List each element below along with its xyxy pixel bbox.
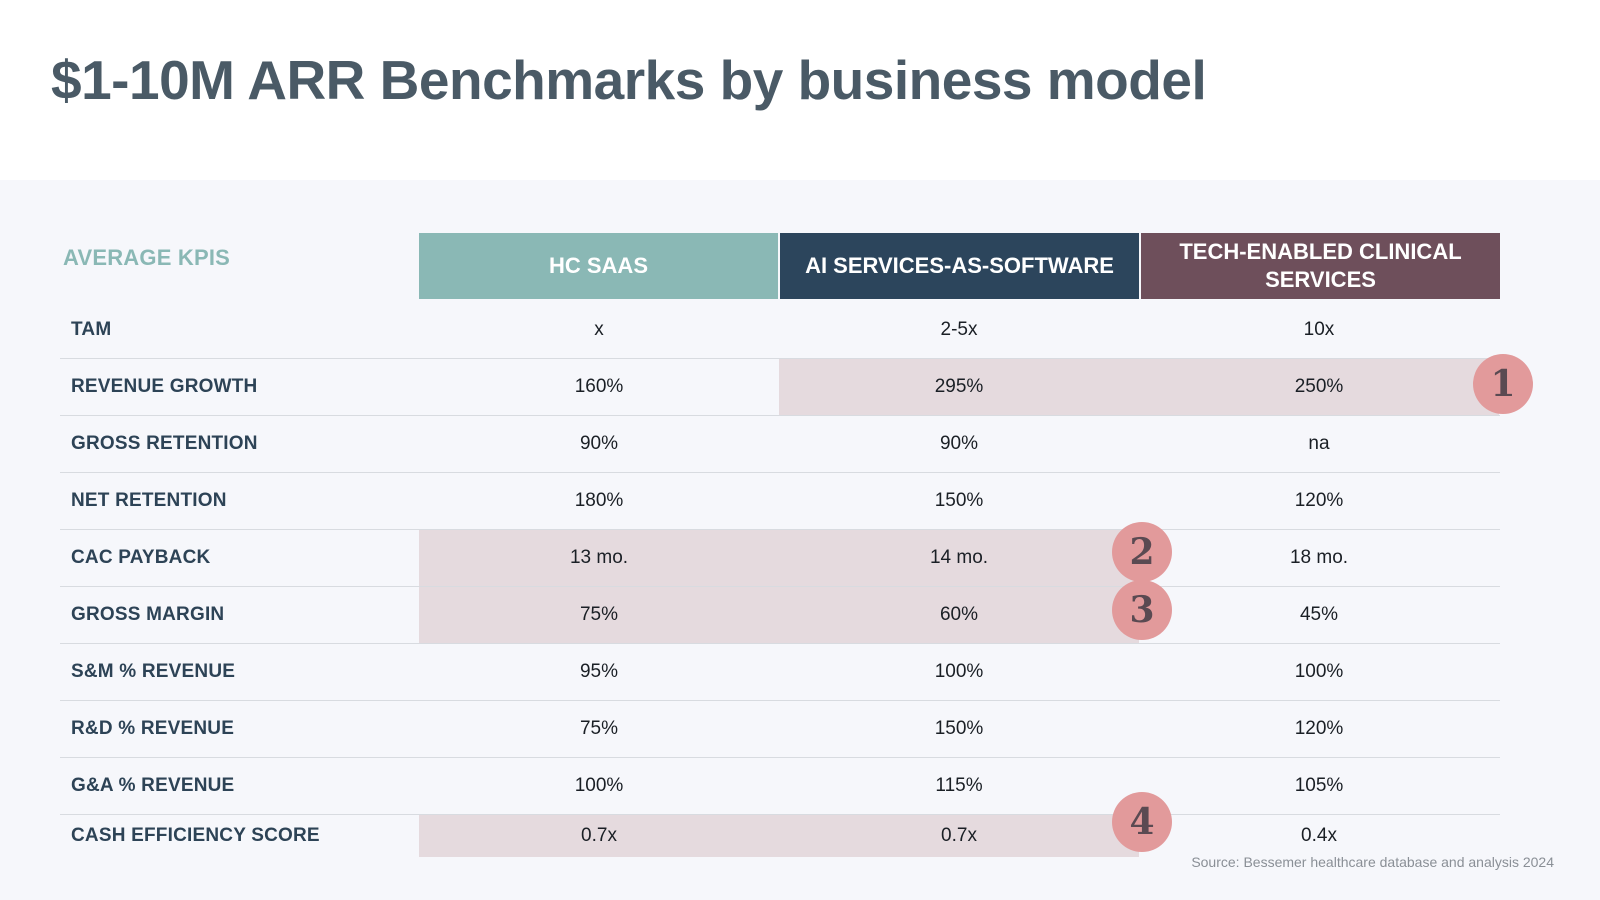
row-label: R&D % REVENUE [71, 718, 235, 739]
cell-ai-services: 60% [779, 587, 1139, 643]
column-header-ai-services: AI SERVICES-AS-SOFTWARE [780, 233, 1139, 299]
row-label: CASH EFFICIENCY SCORE [71, 825, 320, 846]
callout-badge-3: 3 [1112, 580, 1172, 640]
cell-tech-enabled: na [1308, 433, 1330, 454]
callout-badge-2: 2 [1112, 522, 1172, 582]
row-label: GROSS RETENTION [71, 433, 258, 454]
cell-tech-enabled: 120% [1294, 718, 1344, 739]
cell-hc-saas: 95% [579, 661, 619, 682]
row-label: G&A % REVENUE [71, 775, 235, 796]
cell-tech-enabled: 120% [1294, 490, 1344, 511]
table-row: CASH EFFICIENCY SCORE 0.7x 0.7x 0.4x [60, 815, 1500, 857]
cell-ai-services: 115% [935, 775, 983, 796]
page-title: $1-10M ARR Benchmarks by business model [51, 49, 1207, 111]
cell-ai-services: 14 mo. [779, 530, 1139, 586]
cell-hc-saas: 13 mo. [419, 530, 779, 586]
row-label: S&M % REVENUE [71, 661, 236, 682]
cell-hc-saas: 100% [574, 775, 624, 796]
corner-label: AVERAGE KPIS [63, 245, 231, 270]
cell-hc-saas: 160% [574, 376, 624, 397]
row-label: TAM [71, 319, 112, 340]
cell-hc-saas: 75% [419, 587, 779, 643]
column-header-tech-enabled: TECH-ENABLED CLINICAL SERVICES [1141, 233, 1500, 299]
row-label: REVENUE GROWTH [71, 376, 258, 397]
cell-hc-saas: 0.7x [419, 815, 779, 857]
table-row: REVENUE GROWTH 160% 295% 250% [60, 359, 1500, 416]
table-row: CAC PAYBACK 13 mo. 14 mo. 18 mo. [60, 530, 1500, 587]
cell-ai-services: 90% [939, 433, 979, 454]
source-note: Source: Bessemer healthcare database and… [1191, 854, 1554, 870]
cell-ai-services: 150% [934, 718, 984, 739]
cell-ai-services: 2-5x [940, 319, 978, 340]
table-row: NET RETENTION 180% 150% 120% [60, 473, 1500, 530]
cell-tech-enabled: 18 mo. [1289, 547, 1349, 568]
cell-ai-services: 150% [934, 490, 984, 511]
cell-ai-services: 295% [779, 359, 1139, 415]
callout-badge-1: 1 [1473, 354, 1533, 414]
row-label: GROSS MARGIN [71, 604, 225, 625]
cell-ai-services: 0.7x [779, 815, 1139, 857]
cell-tech-enabled: 45% [1299, 604, 1339, 625]
cell-hc-saas: x [594, 319, 604, 340]
cell-hc-saas: 75% [579, 718, 619, 739]
row-label: NET RETENTION [71, 490, 227, 511]
cell-tech-enabled: 250% [1139, 359, 1499, 415]
cell-tech-enabled: 0.4x [1301, 825, 1337, 846]
table-row: G&A % REVENUE 100% 115% 105% [60, 758, 1500, 815]
cell-tech-enabled: 105% [1294, 775, 1344, 796]
table-row: GROSS RETENTION 90% 90% na [60, 416, 1500, 473]
table-row: S&M % REVENUE 95% 100% 100% [60, 644, 1500, 701]
table-row: R&D % REVENUE 75% 150% 120% [60, 701, 1500, 758]
cell-tech-enabled: 100% [1294, 661, 1344, 682]
cell-tech-enabled: 10x [1303, 319, 1335, 340]
cell-ai-services: 100% [934, 661, 984, 682]
column-header-hc-saas: HC SAAS [419, 233, 778, 299]
row-label: CAC PAYBACK [71, 547, 211, 568]
callout-badge-4: 4 [1112, 792, 1172, 852]
cell-hc-saas: 180% [574, 490, 624, 511]
table-row: GROSS MARGIN 75% 60% 45% [60, 587, 1500, 644]
table-row: TAM x 2-5x 10x [60, 302, 1500, 359]
cell-hc-saas: 90% [579, 433, 619, 454]
